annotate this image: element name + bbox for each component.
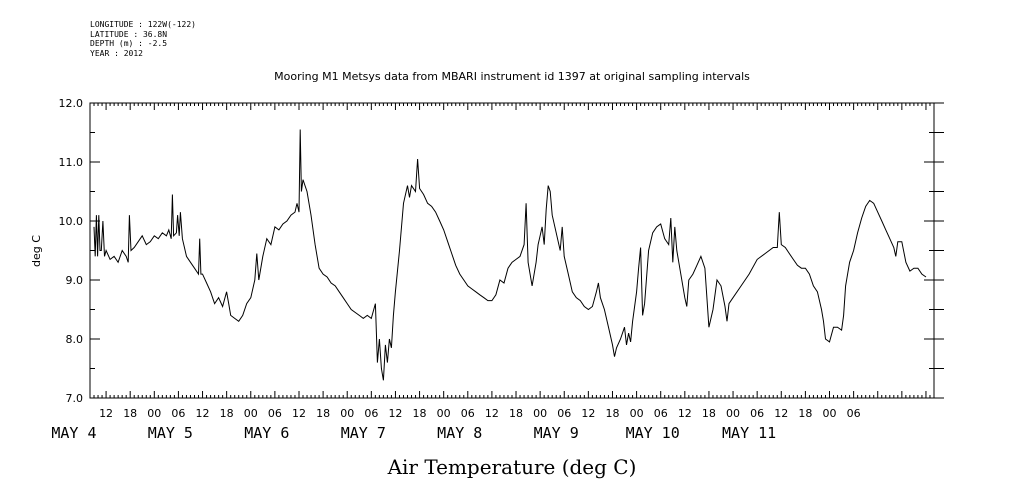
x-day-label: MAY 4 xyxy=(51,424,96,442)
x-tick-label: 18 xyxy=(702,407,716,420)
x-tick-label: 06 xyxy=(847,407,861,420)
depth-label: DEPTH (m) : -2.5 xyxy=(90,39,168,48)
x-day-label: MAY 10 xyxy=(626,424,680,442)
chart-axes: 12 18 00 06 12 18 00 06 12 18 00 06 12 18 00 06 12 18 00 06… xyxy=(51,97,944,442)
x-tick-label: 06 xyxy=(364,407,378,420)
x-tick-label: 18 xyxy=(605,407,619,420)
x-tick-label: 00 xyxy=(823,407,837,420)
y-tick-label: 12.0 xyxy=(59,97,84,110)
x-tick-label: 06 xyxy=(750,407,764,420)
x-tick-label: 18 xyxy=(123,407,137,420)
x-day-label: MAY 5 xyxy=(148,424,193,442)
x-tick-label: 06 xyxy=(557,407,571,420)
chart-title: Mooring M1 Metsys data from MBARI instru… xyxy=(274,70,750,83)
x-day-label: MAY 7 xyxy=(341,424,386,442)
metadata-block: LONGITUDE : 122W(-122) LATITUDE : 36.8N … xyxy=(90,20,196,58)
y-tick-label: 10.0 xyxy=(59,215,84,228)
x-tick-label: 06 xyxy=(461,407,475,420)
x-tick-label: 18 xyxy=(509,407,523,420)
x-tick-label: 00 xyxy=(147,407,161,420)
x-tick-label: 12 xyxy=(99,407,113,420)
x-tick-label: 00 xyxy=(726,407,740,420)
x-tick-label: 12 xyxy=(581,407,595,420)
longitude-label: LONGITUDE : 122W(-122) xyxy=(90,20,196,29)
x-tick-label: 00 xyxy=(340,407,354,420)
x-tick-label: 06 xyxy=(171,407,185,420)
x-tick-label: 12 xyxy=(485,407,499,420)
series-line-0 xyxy=(93,129,927,381)
y-tick-label: 8.0 xyxy=(66,333,84,346)
y-tick-label: 7.0 xyxy=(66,392,84,405)
x-tick-label: 18 xyxy=(798,407,812,420)
chart-series xyxy=(93,129,927,381)
x-tick-label: 00 xyxy=(630,407,644,420)
x-tick-label: 12 xyxy=(678,407,692,420)
latitude-label: LATITUDE : 36.8N xyxy=(90,29,168,39)
plot-frame xyxy=(89,102,935,399)
x-day-label: MAY 6 xyxy=(244,424,289,442)
year-label: YEAR : 2012 xyxy=(90,48,143,58)
x-tick-label: 00 xyxy=(437,407,451,420)
x-axis-label: Air Temperature (deg C) xyxy=(387,455,637,479)
x-day-label: MAY 11 xyxy=(722,424,776,442)
x-tick-label: 00 xyxy=(244,407,258,420)
x-tick-label: 18 xyxy=(316,407,330,420)
x-tick-label: 18 xyxy=(220,407,234,420)
x-tick-label: 06 xyxy=(268,407,282,420)
x-tick-label: 12 xyxy=(196,407,210,420)
x-tick-label: 12 xyxy=(292,407,306,420)
x-day-label: MAY 9 xyxy=(534,424,579,442)
y-tick-label: 9.0 xyxy=(66,274,84,287)
x-tick-label: 12 xyxy=(774,407,788,420)
x-tick-label: 00 xyxy=(533,407,547,420)
x-tick-label: 18 xyxy=(413,407,427,420)
x-tick-label: 06 xyxy=(654,407,668,420)
x-tick-label: 12 xyxy=(388,407,402,420)
x-day-label: MAY 8 xyxy=(437,424,482,442)
y-axis-label: deg C xyxy=(30,235,43,267)
y-tick-label: 11.0 xyxy=(59,156,84,169)
